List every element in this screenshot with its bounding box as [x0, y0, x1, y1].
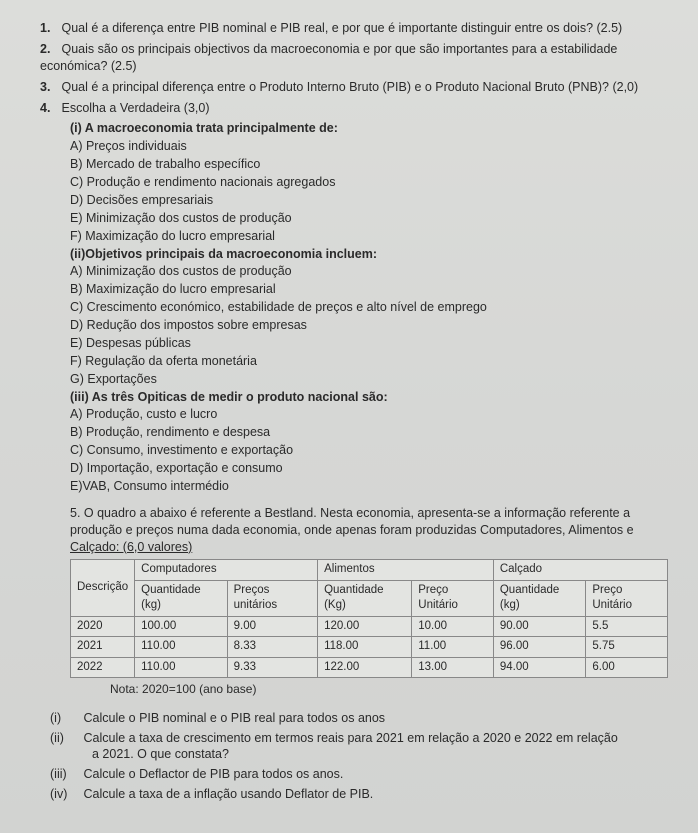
th-computadores: Computadores	[135, 560, 318, 581]
q4i-a: A) Preços individuais	[70, 138, 668, 155]
q2-text: Quais são os principais objectivos da ma…	[40, 42, 617, 73]
roman-iii: (iii)	[50, 766, 80, 783]
sub-iii: (iii) Calcule o Deflactor de PIB para to…	[50, 766, 668, 783]
cell-cq: 100.00	[135, 616, 228, 637]
q4i-c: C) Produção e rendimento nacionais agreg…	[70, 174, 668, 191]
sub-ii-text: Calcule a taxa de crescimento em termos …	[83, 731, 617, 745]
q4iii-b: B) Produção, rendimento e despesa	[70, 424, 668, 441]
roman-i: (i)	[50, 710, 80, 727]
cell-lp: 5.5	[586, 616, 668, 637]
table-row: 2021 110.00 8.33 118.00 11.00 96.00 5.75	[71, 637, 668, 658]
q4ii-e: E) Despesas públicas	[70, 335, 668, 352]
th-alim-p: Preço Unitário	[412, 580, 494, 616]
q4i-d: D) Decisões empresariais	[70, 192, 668, 209]
th-alimentos: Alimentos	[318, 560, 494, 581]
th-alim-q: Quantidade (Kg)	[318, 580, 412, 616]
sub-i-text: Calcule o PIB nominal e o PIB real para …	[83, 711, 385, 725]
q1-text: Qual é a diferença entre PIB nominal e P…	[61, 21, 622, 35]
cell-lp: 6.00	[586, 657, 668, 678]
sub-questions: (i) Calcule o PIB nominal e o PIB real p…	[30, 710, 668, 803]
cell-year: 2020	[71, 616, 135, 637]
q4i-e: E) Minimização dos custos de produção	[70, 210, 668, 227]
th-calc-q: Quantidade (kg)	[493, 580, 586, 616]
cell-cp: 9.00	[227, 616, 317, 637]
cell-lq: 94.00	[493, 657, 586, 678]
th-comp-p: Preços unitários	[227, 580, 317, 616]
q3-num: 3.	[40, 79, 58, 96]
q1-num: 1.	[40, 20, 58, 37]
q4iii-head: (iii) As três Opiticas de medir o produt…	[70, 389, 668, 406]
th-calc-p: Preço Unitário	[586, 580, 668, 616]
sub-i: (i) Calcule o PIB nominal e o PIB real p…	[50, 710, 668, 727]
table-note: Nota: 2020=100 (ano base)	[110, 681, 668, 697]
q4ii-head: (ii)Objetivos principais da macroeconomi…	[70, 246, 668, 263]
q4ii-d: D) Redução dos impostos sobre empresas	[70, 317, 668, 334]
q4ii-f: F) Regulação da oferta monetária	[70, 353, 668, 370]
sub-ii: (ii) Calcule a taxa de crescimento em te…	[50, 730, 668, 747]
cell-cp: 9.33	[227, 657, 317, 678]
question-3: 3. Qual é a principal diferença entre o …	[40, 79, 668, 96]
cell-aq: 118.00	[318, 637, 412, 658]
q4ii-g: G) Exportações	[70, 371, 668, 388]
th-comp-q: Quantidade (kg)	[135, 580, 228, 616]
cell-year: 2021	[71, 637, 135, 658]
q4ii-c: C) Crescimento económico, estabilidade d…	[70, 299, 668, 316]
q4ii-b: B) Maximização do lucro empresarial	[70, 281, 668, 298]
th-descricao: Descrição	[71, 560, 135, 617]
q5-line2: produção e preços numa dada economia, on…	[70, 522, 668, 539]
q4i-f: F) Maximização do lucro empresarial	[70, 228, 668, 245]
table-header-row-2: Quantidade (kg) Preços unitários Quantid…	[71, 580, 668, 616]
cell-cq: 110.00	[135, 637, 228, 658]
cell-aq: 122.00	[318, 657, 412, 678]
table-header-row-1: Descrição Computadores Alimentos Calçado	[71, 560, 668, 581]
th-calcado: Calçado	[493, 560, 667, 581]
cell-lp: 5.75	[586, 637, 668, 658]
q4iii-c: C) Consumo, investimento e exportação	[70, 442, 668, 459]
q4i-b: B) Mercado de trabalho específico	[70, 156, 668, 173]
question-1: 1. Qual é a diferença entre PIB nominal …	[40, 20, 668, 37]
cell-cp: 8.33	[227, 637, 317, 658]
cell-lq: 90.00	[493, 616, 586, 637]
question-5-intro: 5. O quadro a abaixo é referente a Bestl…	[70, 505, 668, 556]
q2-num: 2.	[40, 41, 58, 58]
cell-aq: 120.00	[318, 616, 412, 637]
q4-text: Escolha a Verdadeira (3,0)	[61, 101, 209, 115]
sub-iv: (iv) Calcule a taxa de a inflação usando…	[50, 786, 668, 803]
q3-text: Qual é a principal diferença entre o Pro…	[61, 80, 638, 94]
q4iii-d: D) Importação, exportação e consumo	[70, 460, 668, 477]
sub-ii-text2: a 2021. O que constata?	[92, 746, 668, 763]
cell-ap: 10.00	[412, 616, 494, 637]
q4i-head: (i) A macroeconomia trata principalmente…	[70, 120, 668, 137]
roman-iv: (iv)	[50, 786, 80, 803]
q4-num: 4.	[40, 100, 58, 117]
q5-line3: Calçado: (6,0 valores)	[70, 539, 668, 556]
q5-line1: 5. O quadro a abaixo é referente a Bestl…	[70, 505, 668, 522]
cell-ap: 13.00	[412, 657, 494, 678]
cell-ap: 11.00	[412, 637, 494, 658]
question-4: 4. Escolha a Verdadeira (3,0)	[40, 100, 668, 117]
data-table: Descrição Computadores Alimentos Calçado…	[70, 559, 668, 678]
roman-ii: (ii)	[50, 730, 80, 747]
q4iii-e: E)VAB, Consumo intermédio	[70, 478, 668, 495]
cell-lq: 96.00	[493, 637, 586, 658]
q4iii-a: A) Produção, custo e lucro	[70, 406, 668, 423]
table-row: 2022 110.00 9.33 122.00 13.00 94.00 6.00	[71, 657, 668, 678]
table-row: 2020 100.00 9.00 120.00 10.00 90.00 5.5	[71, 616, 668, 637]
sub-iii-text: Calcule o Deflactor de PIB para todos os…	[83, 767, 343, 781]
sub-iv-text: Calcule a taxa de a inflação usando Defl…	[83, 787, 373, 801]
q4ii-a: A) Minimização dos custos de produção	[70, 263, 668, 280]
exam-page: 1. Qual é a diferença entre PIB nominal …	[0, 0, 698, 833]
cell-cq: 110.00	[135, 657, 228, 678]
cell-year: 2022	[71, 657, 135, 678]
question-2: 2. Quais são os principais objectivos da…	[40, 41, 668, 75]
